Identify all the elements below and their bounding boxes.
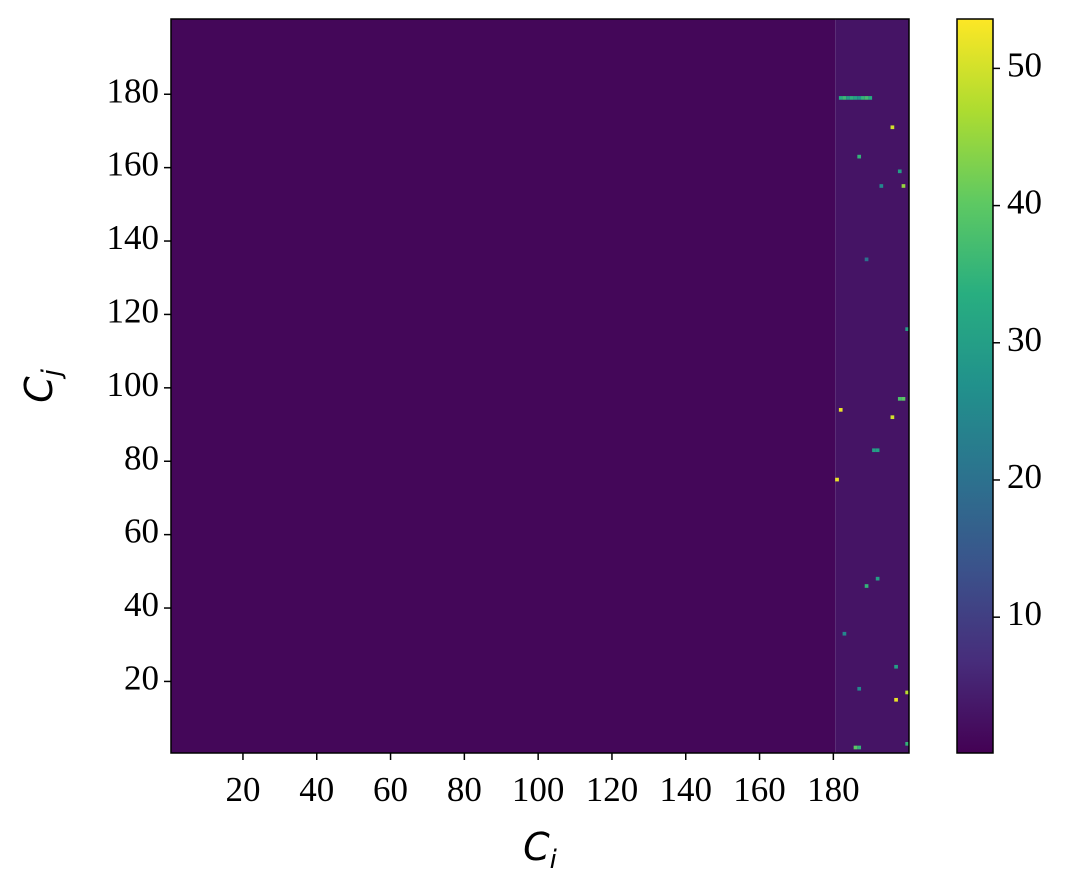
heatmap-cell xyxy=(853,96,858,100)
heatmap-cell xyxy=(894,697,898,702)
x-label-base: C xyxy=(523,825,550,869)
colorbar-tick-label: 20 xyxy=(1007,457,1042,496)
y-tick-label: 160 xyxy=(107,145,160,184)
heatmap-cell xyxy=(857,96,862,100)
heatmap-region xyxy=(835,19,909,753)
plot-frame xyxy=(170,18,910,754)
y-tick-label: 120 xyxy=(107,291,160,330)
x-tick-label: 160 xyxy=(733,770,786,809)
colorbar-tick-label: 10 xyxy=(1007,594,1042,633)
colorbar-tick-label: 40 xyxy=(1007,183,1042,222)
heatmap-cell xyxy=(890,415,895,420)
heatmap-cell xyxy=(879,184,884,188)
y-tick-label: 80 xyxy=(124,438,159,477)
heatmap-cell xyxy=(849,96,854,100)
heatmap-cell xyxy=(835,477,839,482)
heatmap-cell xyxy=(905,741,909,746)
heatmap-cell xyxy=(901,397,906,401)
x-tick-label: 80 xyxy=(447,770,482,809)
heatmap-cell xyxy=(846,96,850,100)
heatmap-cell xyxy=(875,448,880,453)
x-tick-label: 40 xyxy=(299,770,334,809)
heatmap-cell xyxy=(838,408,843,412)
x-tick-label: 180 xyxy=(807,770,860,809)
heatmap-cell xyxy=(842,96,847,100)
x-tick-label: 120 xyxy=(586,770,639,809)
heatmap-cell xyxy=(864,257,869,262)
y-tick-label: 180 xyxy=(107,71,160,110)
heatmap-cell xyxy=(861,96,865,100)
colorbar-tick-label: 30 xyxy=(1007,320,1042,359)
x-tick-label: 140 xyxy=(660,770,713,809)
y-tick-label: 140 xyxy=(107,218,160,257)
heatmap-cell xyxy=(897,397,902,401)
heatmap-cell xyxy=(842,631,847,636)
heatmap-cell xyxy=(853,745,858,750)
x-tick-label: 60 xyxy=(373,770,408,809)
heatmap-cell xyxy=(905,690,909,695)
y-label-sub: j xyxy=(37,368,67,379)
heatmap-cell xyxy=(857,745,862,750)
heatmap-cell xyxy=(857,154,862,159)
heatmap-cell xyxy=(905,327,909,331)
x-tick-label: 100 xyxy=(512,770,565,809)
heatmap-cell xyxy=(890,125,895,130)
heatmap-cell xyxy=(864,584,869,588)
y-axis-label: Cj xyxy=(17,368,67,403)
heatmap-cell xyxy=(838,96,843,100)
heatmap-cell xyxy=(901,184,906,188)
heatmap-cell xyxy=(872,448,876,453)
y-tick-label: 100 xyxy=(107,365,160,404)
heatmap-region xyxy=(171,19,836,753)
x-axis-label: Ci xyxy=(523,825,558,875)
x-label-sub: i xyxy=(550,845,558,875)
colorbar xyxy=(956,18,994,754)
x-tick-label: 20 xyxy=(225,770,260,809)
y-tick-label: 40 xyxy=(124,585,159,624)
heatmap-cell xyxy=(897,169,902,174)
colorbar-tick-label: 50 xyxy=(1007,45,1042,84)
y-tick-label: 20 xyxy=(124,658,159,697)
heatmap-cell xyxy=(868,96,873,100)
heatmap-cell xyxy=(857,686,862,691)
heatmap-cell xyxy=(864,96,869,100)
y-label-base: C xyxy=(17,376,61,403)
heatmap-cell xyxy=(875,576,880,581)
heatmap-cell xyxy=(894,664,898,669)
y-tick-label: 60 xyxy=(124,512,159,551)
